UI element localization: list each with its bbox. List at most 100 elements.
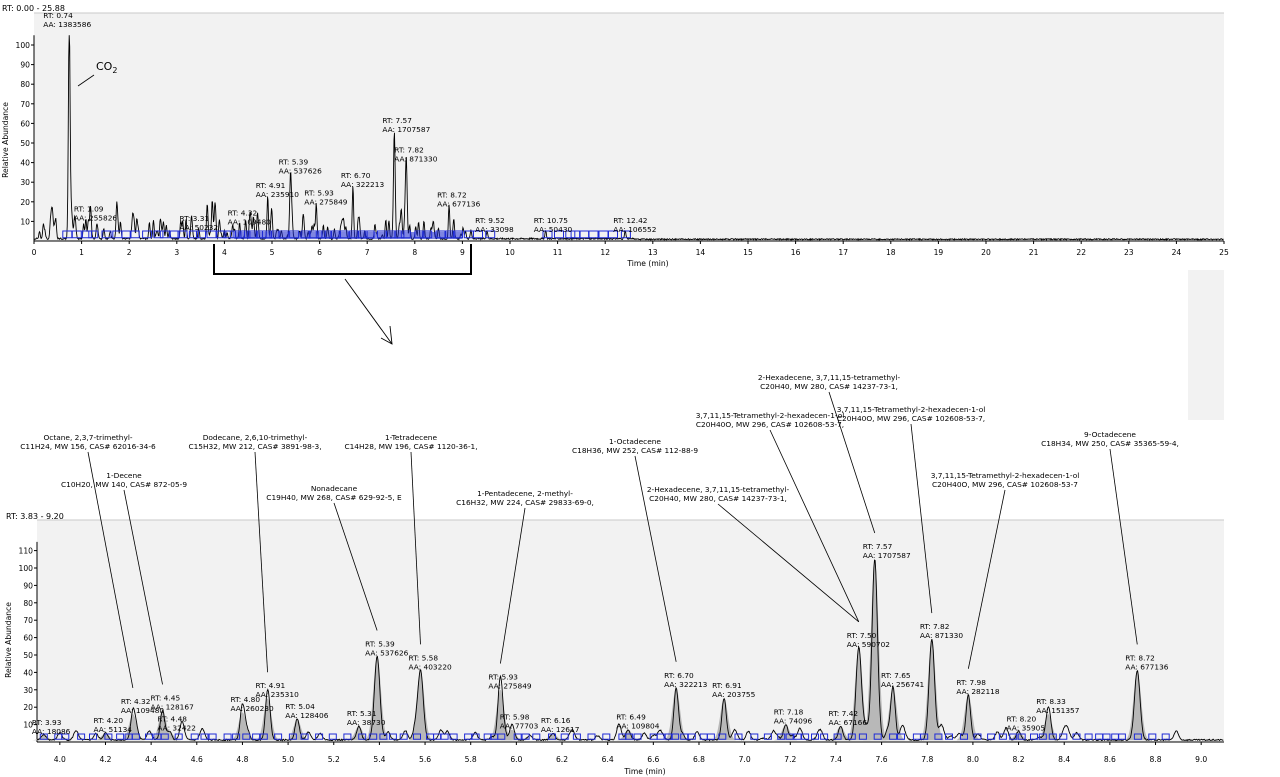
peak-rt-label: RT: 7.42 [829, 709, 859, 718]
peak-aa-label: AA: 33098 [475, 225, 514, 234]
peak-aa-label: AA: 35905 [1007, 723, 1046, 732]
x-tick-label: 8.4 [1058, 755, 1070, 764]
integration-marker [343, 733, 352, 740]
bottom-plot-area [37, 520, 1224, 742]
compound-name: 1-Octadecene [609, 437, 661, 446]
peak-aa-label: AA: 18086 [32, 727, 71, 736]
integration-marker [572, 733, 581, 740]
compound-formula: C20H40O, MW 296, CAS# 102608-53-7 [932, 480, 1078, 489]
peak-area [32, 735, 56, 741]
integration-marker [542, 230, 553, 239]
integration-marker [1038, 733, 1047, 740]
y-tick-label: 70 [20, 100, 30, 109]
compound-formula: C11H24, MW 156, CAS# 62016-34-6 [20, 442, 156, 451]
peak-rt-label: RT: 7.57 [382, 116, 412, 125]
integration-marker [206, 230, 217, 239]
peak-aa-label: AA: 12617 [541, 725, 580, 734]
peak-area [863, 559, 887, 741]
x-tick-label: 25 [1219, 248, 1229, 257]
y-tick-label: 90 [23, 581, 33, 590]
integration-marker [1161, 733, 1170, 740]
integration-marker [763, 733, 772, 740]
peak-aa-label: AA: 256741 [881, 680, 925, 689]
y-tick-label: 50 [23, 651, 33, 660]
integration-marker [485, 230, 496, 239]
compound-formula: C14H28, MW 196, CAS# 1120-36-1, [344, 442, 477, 451]
integration-marker [153, 230, 164, 239]
integration-marker [399, 733, 408, 740]
peak-aa-label: AA: 106552 [613, 225, 656, 234]
peak-rt-label: RT: 5.93 [304, 189, 334, 198]
peak-aa-label: AA: 275849 [304, 198, 348, 207]
integration-marker [288, 733, 297, 740]
integration-marker [588, 230, 599, 239]
bottom-rt-range: RT: 3.83 - 9.20 [6, 512, 64, 521]
integration-marker [81, 230, 92, 239]
x-tick-label: 3 [174, 248, 179, 257]
y-tick-label: 30 [23, 686, 33, 695]
peak-rt-label: RT: 5.04 [285, 702, 315, 711]
x-tick-label: 6.2 [556, 755, 568, 764]
integration-marker [101, 230, 112, 239]
peak-aa-label: AA: 590702 [847, 640, 890, 649]
integration-marker [734, 733, 743, 740]
zoom-bracket [213, 244, 472, 275]
x-tick-label: 7.6 [876, 755, 888, 764]
y-tick-label: 70 [23, 616, 33, 625]
side-blank-panel [1188, 270, 1224, 420]
y-tick-label: 60 [20, 119, 30, 128]
x-tick-label: 8.0 [967, 755, 979, 764]
integration-marker [379, 733, 388, 740]
peak-rt-label: RT: 4.32 [121, 697, 151, 706]
integration-marker [252, 733, 261, 740]
peak-aa-label: AA: 275849 [488, 682, 532, 691]
integration-marker [200, 733, 209, 740]
peak-rt-label: RT: 4.48 [157, 714, 187, 723]
marker-cluster [233, 232, 463, 239]
compound-leader [499, 507, 526, 664]
peak-rt-label: RT: 4.91 [256, 681, 286, 690]
x-tick-label: 12 [600, 248, 610, 257]
peak-rt-label: RT: 12.42 [613, 216, 647, 225]
integration-marker [687, 733, 696, 740]
peak-area [347, 726, 371, 741]
integration-marker [785, 733, 794, 740]
integration-marker [223, 230, 234, 239]
compound-leader [717, 503, 860, 623]
peak-rt-label: RT: 5.58 [408, 653, 438, 662]
x-tick-label: 6.8 [693, 755, 705, 764]
x-tick-label: 5.2 [328, 755, 340, 764]
peak-aa-label: AA: 322213 [664, 680, 708, 689]
peak-area [488, 689, 512, 741]
integration-marker [145, 733, 153, 740]
peak-aa-label: AA: 50232 [180, 223, 219, 232]
integration-marker [1059, 733, 1068, 740]
integration-marker [358, 733, 367, 740]
integration-marker [811, 733, 819, 740]
integration-marker [897, 733, 905, 740]
y-tick-label: 50 [20, 139, 30, 148]
peak-aa-label: AA: 51134 [93, 725, 132, 734]
x-tick-label: 4.6 [191, 755, 203, 764]
peak-aa-label: AA: 38730 [347, 718, 386, 727]
zoom-arrow [344, 278, 393, 345]
peak-area [956, 695, 980, 741]
co2-text: CO [96, 60, 113, 73]
integration-marker [104, 733, 113, 740]
peak-aa-label: AA: 537626 [365, 648, 409, 657]
compound-name: Dodecane, 2,6,10-trimethyl- [203, 433, 308, 442]
integration-marker [1009, 733, 1018, 740]
integration-marker [413, 733, 421, 740]
integration-marker [39, 733, 48, 740]
peak-aa-label: AA: 77703 [500, 722, 539, 731]
peak-aa-label: AA: 871330 [920, 631, 964, 640]
x-tick-label: 5 [270, 248, 275, 257]
peak-area [500, 729, 524, 741]
y-tick-label: 100 [16, 41, 31, 50]
peak-rt-label: RT: 7.82 [920, 622, 950, 631]
integration-marker [232, 733, 241, 740]
integration-marker [449, 733, 458, 740]
compound-leader [410, 451, 421, 645]
y-tick-label: 10 [23, 721, 33, 730]
compound-name: 2-Hexadecene, 3,7,11,15-tetramethyl- [647, 485, 790, 494]
